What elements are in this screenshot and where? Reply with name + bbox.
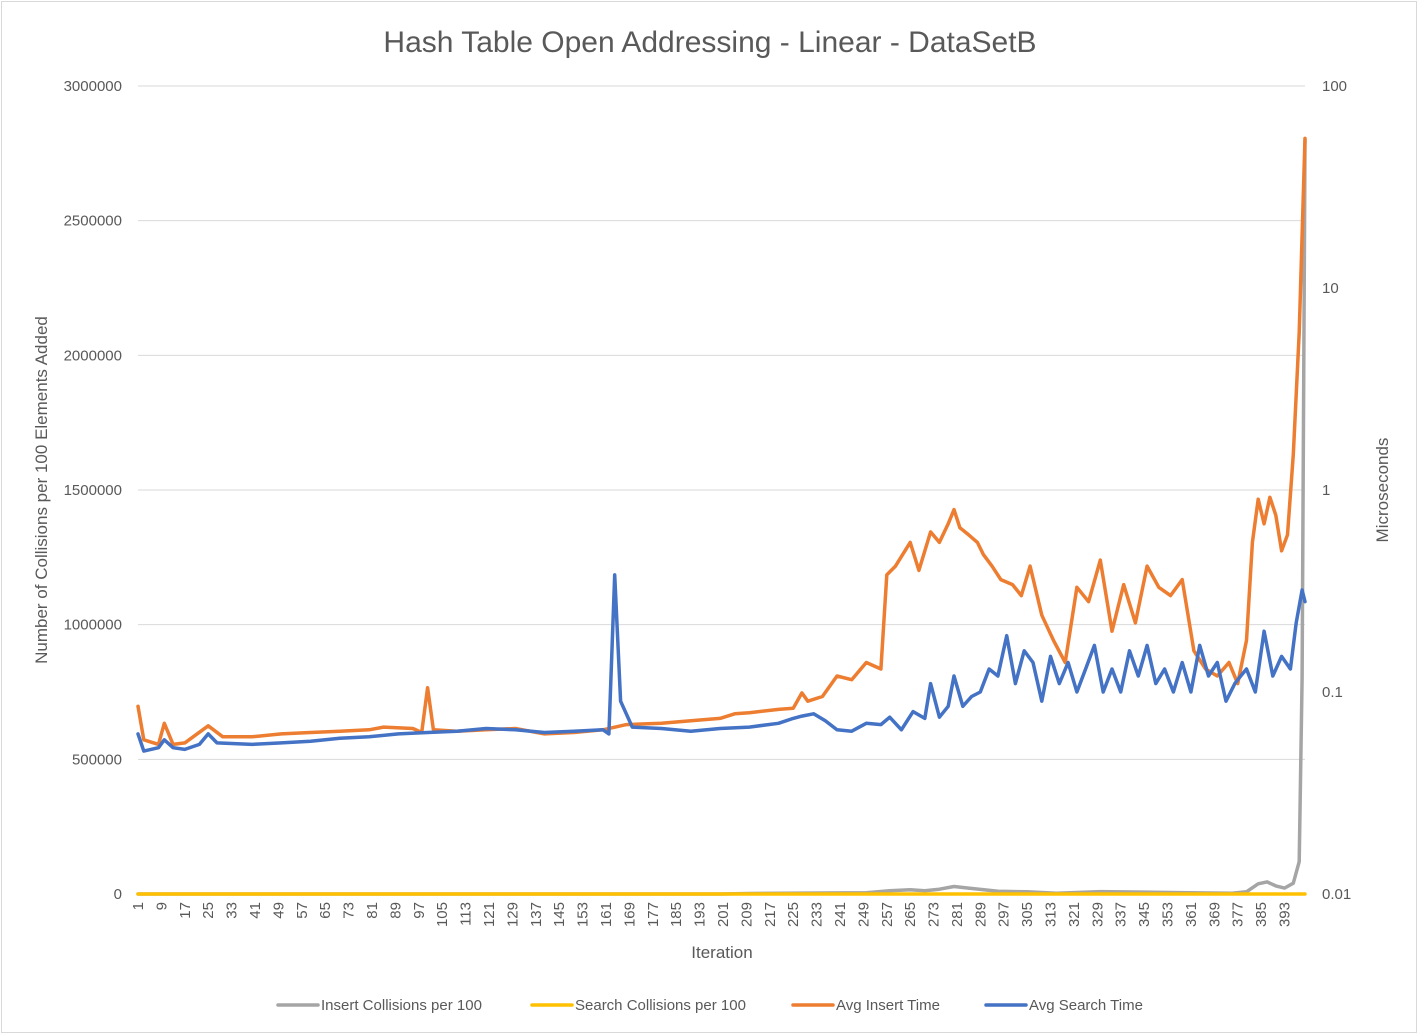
- x-tick-label: 89: [387, 902, 404, 919]
- x-tick-label: 145: [551, 902, 568, 927]
- x-tick-label: 233: [809, 902, 826, 927]
- x-tick-label: 25: [200, 902, 217, 919]
- x-tick-label: 225: [785, 902, 802, 927]
- left-y-tick-label: 500000: [72, 751, 122, 768]
- x-axis-ticks: 1 9 17 25 33 41 49 57 65 73 81 89 97 105 113 121 129 137 1…: [130, 893, 1305, 927]
- x-tick-label: 121: [481, 902, 498, 927]
- x-tick-label: 129: [504, 902, 521, 927]
- x-tick-label: 393: [1277, 902, 1294, 927]
- x-tick-label: 185: [668, 902, 685, 927]
- x-tick-label: 289: [972, 902, 989, 927]
- x-tick-label: 33: [224, 902, 241, 919]
- chart-title: Hash Table Open Addressing - Linear - Da…: [383, 26, 1036, 59]
- right-y-tick-label: 100: [1322, 78, 1347, 95]
- x-tick-label: 41: [247, 902, 264, 919]
- x-tick-label: 49: [270, 902, 287, 919]
- x-tick-label: 81: [364, 902, 381, 919]
- x-tick-label: 297: [996, 902, 1013, 927]
- x-tick-label: 313: [1043, 902, 1060, 927]
- right-y-axis-label: Microseconds: [1373, 438, 1392, 543]
- x-tick-label: 201: [715, 902, 732, 927]
- x-axis-label: Iteration: [691, 943, 752, 962]
- x-tick-label: 337: [1113, 902, 1130, 927]
- x-tick-label: 273: [926, 902, 943, 927]
- left-y-tick-label: 3000000: [64, 78, 122, 95]
- series-lines: [136, 136, 1307, 896]
- left-y-axis-label: Number of Collisions per 100 Elements Ad…: [32, 316, 51, 664]
- right-y-tick-label: 1: [1322, 482, 1330, 499]
- x-tick-label: 257: [879, 902, 896, 927]
- x-tick-label: 265: [902, 902, 919, 927]
- legend: Insert Collisions per 100 Search Collisio…: [276, 997, 1143, 1014]
- x-tick-label: 385: [1253, 902, 1270, 927]
- x-tick-label: 321: [1066, 902, 1083, 927]
- x-tick-label: 249: [855, 902, 872, 927]
- x-tick-label: 361: [1183, 902, 1200, 927]
- x-tick-label: 97: [411, 902, 428, 919]
- x-tick-label: 169: [621, 902, 638, 927]
- series-line-4: [136, 573, 1307, 753]
- x-tick-label: 137: [528, 902, 545, 927]
- x-tick-label: 9: [153, 902, 170, 910]
- legend-label: Insert Collisions per 100: [321, 997, 482, 1014]
- x-tick-label: 281: [949, 902, 966, 927]
- left-y-tick-label: 1500000: [64, 482, 122, 499]
- left-y-tick-label: 2000000: [64, 347, 122, 364]
- x-tick-label: 57: [294, 902, 311, 919]
- x-tick-label: 377: [1230, 902, 1247, 927]
- legend-label: Search Collisions per 100: [575, 997, 746, 1014]
- x-tick-label: 153: [575, 902, 592, 927]
- x-tick-label: 17: [177, 902, 194, 919]
- x-tick-label: 113: [458, 902, 475, 926]
- x-tick-label: 241: [832, 902, 849, 927]
- x-tick-label: 73: [341, 902, 358, 919]
- right-y-tick-label: 0.01: [1322, 886, 1351, 903]
- right-y-tick-label: 10: [1322, 280, 1339, 297]
- left-y-tick-label: 2500000: [64, 213, 122, 230]
- legend-label: Avg Search Time: [1029, 997, 1143, 1014]
- x-tick-label: 161: [598, 902, 615, 927]
- left-y-tick-label: 0: [114, 886, 122, 903]
- legend-label: Avg Insert Time: [836, 997, 940, 1014]
- gridlines: [138, 85, 1305, 895]
- x-tick-label: 329: [1089, 902, 1106, 927]
- x-tick-label: 369: [1206, 902, 1223, 927]
- x-tick-label: 193: [692, 902, 709, 927]
- x-tick-label: 209: [738, 902, 755, 927]
- x-tick-label: 105: [434, 902, 451, 927]
- series-line-1: [136, 138, 1307, 896]
- x-tick-label: 353: [1160, 902, 1177, 927]
- x-tick-label: 1: [130, 902, 147, 910]
- x-tick-label: 345: [1136, 902, 1153, 927]
- right-y-axis-ticks: 0.01 0.1 1 10 100: [1322, 78, 1351, 903]
- x-tick-label: 217: [762, 902, 779, 927]
- x-tick-label: 305: [1019, 902, 1036, 927]
- left-y-axis-ticks: 0 500000 1000000 1500000 2000000 2500000 30000…: [64, 78, 122, 903]
- x-tick-label: 65: [317, 902, 334, 919]
- right-y-tick-label: 0.1: [1322, 684, 1343, 701]
- left-y-tick-label: 1000000: [64, 617, 122, 634]
- x-tick-label: 177: [645, 902, 662, 927]
